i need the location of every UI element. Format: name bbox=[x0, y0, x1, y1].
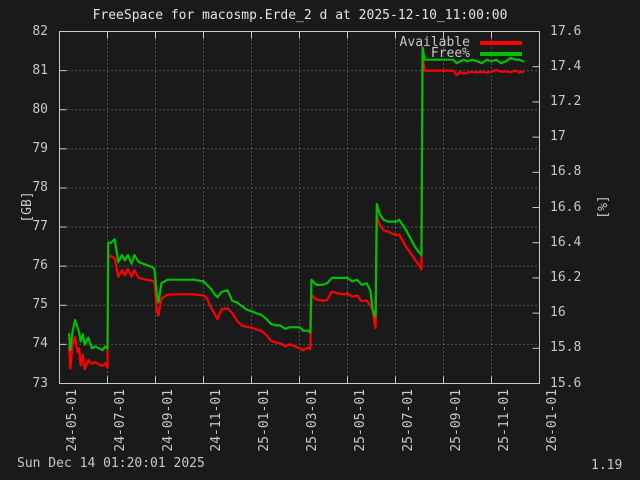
y2-tick-label: 15.6 bbox=[550, 375, 582, 391]
y-tick-label: 82 bbox=[32, 23, 48, 39]
y-tick-label: 78 bbox=[32, 179, 48, 195]
y-tick-label: 73 bbox=[32, 375, 48, 391]
x-tick-label: 24-11-01 bbox=[209, 389, 224, 452]
y2-tick-label: 16.2 bbox=[550, 269, 582, 285]
render-timestamp: Sun Dec 14 01:20:01 2025 bbox=[17, 456, 205, 471]
y2-tick-label: 17.2 bbox=[550, 93, 582, 109]
y2-tick-label: 16 bbox=[550, 305, 566, 321]
x-tick-label: 24-07-01 bbox=[113, 389, 128, 452]
x-tick-label: 25-03-01 bbox=[305, 389, 320, 452]
y2-tick-label: 17 bbox=[550, 129, 566, 145]
legend-label-freepct: Free% bbox=[430, 46, 470, 61]
legend-line-available-icon bbox=[480, 41, 522, 45]
x-tick-label: 25-01-01 bbox=[257, 389, 272, 452]
y-tick-label: 77 bbox=[32, 219, 48, 235]
legend-entry-available: Available bbox=[0, 35, 522, 50]
legend-line-freepct-icon bbox=[480, 52, 522, 56]
y2-tick-label: 15.8 bbox=[550, 340, 582, 356]
x-tick-label: 25-11-01 bbox=[497, 389, 512, 452]
y-tick-label: 80 bbox=[32, 101, 48, 117]
version-number: 1.19 bbox=[591, 458, 623, 473]
x-tick-label: 25-05-01 bbox=[353, 389, 368, 452]
y2-tick-label: 16.4 bbox=[550, 234, 582, 250]
y-tick-label: 76 bbox=[32, 258, 48, 274]
x-tick-label: 24-09-01 bbox=[161, 389, 176, 452]
y-tick-label: 79 bbox=[32, 140, 48, 156]
x-tick-label: 25-07-01 bbox=[401, 389, 416, 452]
y-axis-right-title: [%] bbox=[596, 195, 611, 219]
y2-tick-label: 17.4 bbox=[550, 58, 582, 74]
series-line-available bbox=[67, 55, 525, 371]
series-line-free bbox=[67, 46, 525, 352]
legend-entry-freepct: Free% bbox=[0, 46, 522, 61]
y-tick-label: 81 bbox=[32, 62, 48, 78]
x-tick-label: 26-01-01 bbox=[545, 389, 560, 452]
y2-tick-label: 16.6 bbox=[550, 199, 582, 215]
x-tick-label: 24-05-01 bbox=[65, 389, 80, 452]
y2-tick-label: 17.6 bbox=[550, 23, 582, 39]
y-tick-label: 74 bbox=[32, 336, 48, 352]
x-tick-label: 25-09-01 bbox=[449, 389, 464, 452]
y2-tick-label: 16.8 bbox=[550, 164, 582, 180]
y-tick-label: 75 bbox=[32, 297, 48, 313]
chart-title: FreeSpace for macosmp.Erde_2 d at 2025-1… bbox=[92, 8, 508, 23]
legend-label-available: Available bbox=[399, 35, 470, 50]
